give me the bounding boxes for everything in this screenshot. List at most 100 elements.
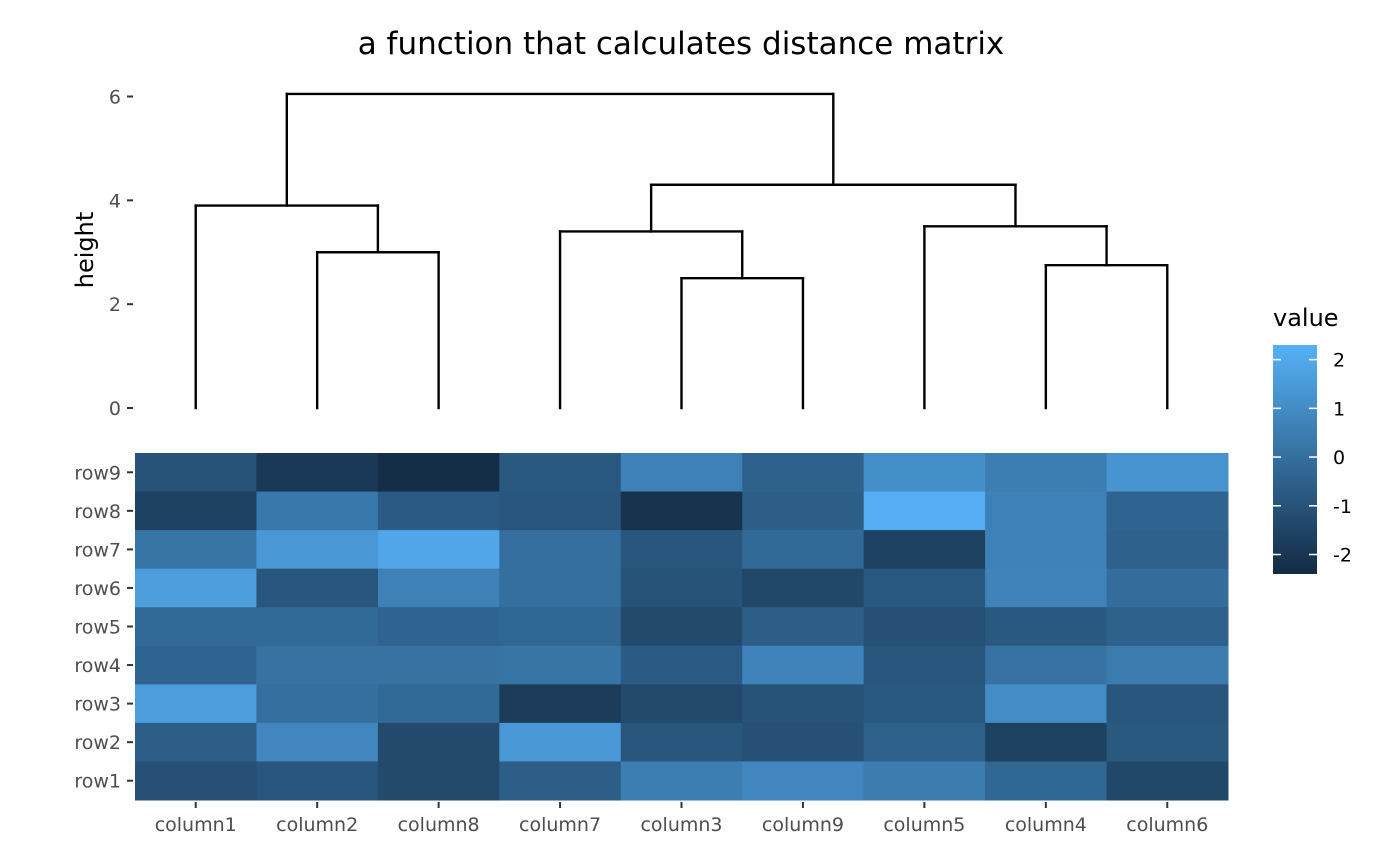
row-label: row3: [74, 694, 121, 716]
heatmap-cell: [985, 453, 1108, 493]
heatmap-cell: [620, 530, 743, 570]
heatmap-cell: [620, 722, 743, 762]
heatmap-cell: [742, 491, 865, 531]
heatmap-cell: [377, 568, 500, 608]
heatmap-cell: [742, 453, 865, 493]
y-axis-title: height: [71, 212, 99, 289]
heatmap-cell: [742, 722, 865, 762]
chart-title: a function that calculates distance matr…: [358, 26, 1005, 62]
heatmap-cell: [742, 645, 865, 685]
row-label: row8: [74, 501, 121, 523]
heatmap-cell: [863, 684, 986, 724]
heatmap-cell: [135, 722, 257, 762]
heatmap-cell: [985, 761, 1108, 801]
row-label: row2: [74, 732, 121, 754]
heatmap-cell: [256, 530, 379, 570]
row-label: row9: [74, 462, 121, 484]
heatmap-cell: [499, 568, 622, 608]
heatmap-cell: [863, 607, 986, 647]
heatmap-cell: [863, 530, 986, 570]
heatmap-cell: [1106, 530, 1229, 570]
heatmap-cell: [985, 530, 1108, 570]
row-label: row4: [74, 655, 121, 677]
row-label: row5: [74, 617, 121, 639]
legend-color-bar: [1273, 345, 1317, 574]
heatmap-cell: [256, 607, 379, 647]
heatmap-cell: [620, 761, 743, 801]
column-label: column2: [276, 814, 358, 836]
heatmap-cell: [135, 761, 257, 801]
heatmap-cell: [256, 491, 379, 531]
heatmap-cell: [985, 568, 1108, 608]
row-label: row1: [74, 771, 121, 793]
heatmap-cell: [377, 684, 500, 724]
heatmap-cell: [499, 722, 622, 762]
heatmap-cell: [620, 645, 743, 685]
heatmap-cell: [742, 761, 865, 801]
legend-tick-label: 0: [1333, 447, 1345, 469]
heatmap-cell: [863, 761, 986, 801]
row-label: row6: [74, 578, 121, 600]
heatmap-cell: [1106, 645, 1229, 685]
heatmap-cell: [620, 568, 743, 608]
column-label: column3: [640, 814, 722, 836]
legend-tick-label: -1: [1333, 496, 1352, 518]
heatmap-cell: [135, 491, 257, 531]
heatmap-cell: [985, 645, 1108, 685]
heatmap-cell: [135, 684, 257, 724]
y-tick-label: 6: [109, 87, 121, 109]
heatmap-cell: [135, 530, 257, 570]
heatmap-cell: [742, 568, 865, 608]
column-label: column1: [155, 814, 237, 836]
heatmap-cell: [863, 722, 986, 762]
y-tick-label: 2: [109, 294, 121, 316]
heatmap: [135, 453, 1229, 801]
heatmap-cell: [135, 645, 257, 685]
heatmap-cell: [742, 607, 865, 647]
heatmap-cell: [256, 453, 379, 493]
legend-tick-label: 2: [1333, 350, 1345, 372]
heatmap-cell: [863, 491, 986, 531]
heatmap-cell: [620, 684, 743, 724]
heatmap-cell: [499, 645, 622, 685]
heatmap-cell: [135, 607, 257, 647]
heatmap-cell: [985, 722, 1108, 762]
y-tick-label: 0: [109, 398, 121, 420]
heatmap-cell: [256, 722, 379, 762]
heatmap-cell: [863, 568, 986, 608]
legend-tick-label: -2: [1333, 545, 1352, 567]
heatmap-cell: [377, 761, 500, 801]
heatmap-cell: [256, 684, 379, 724]
heatmap-cell: [377, 645, 500, 685]
heatmap-cell: [135, 568, 257, 608]
heatmap-cell: [863, 453, 986, 493]
heatmap-column-axis: column1 column2 column8 column7 column3 colum…: [155, 802, 1208, 836]
dendrogram-y-axis: 0 2 4 6: [109, 87, 133, 420]
heatmap-cell: [1106, 607, 1229, 647]
heatmap-cell: [1106, 568, 1229, 608]
heatmap-cell: [377, 530, 500, 570]
heatmap-cell: [499, 761, 622, 801]
legend-tick-label: 1: [1333, 398, 1345, 420]
heatmap-cell: [499, 453, 622, 493]
heatmap-cell: [620, 491, 743, 531]
heatmap-cell: [985, 684, 1108, 724]
heatmap-cell: [620, 453, 743, 493]
y-tick-label: 4: [109, 190, 121, 212]
column-label: column6: [1126, 814, 1208, 836]
heatmap-cell: [499, 607, 622, 647]
heatmap-cell: [135, 453, 257, 493]
heatmap-cell: [499, 684, 622, 724]
heatmap-cell: [377, 491, 500, 531]
heatmap-cell: [742, 684, 865, 724]
column-label: column7: [519, 814, 601, 836]
heatmap-cell: [742, 530, 865, 570]
heatmap-cell: [1106, 491, 1229, 531]
heatmap-cell: [985, 491, 1108, 531]
heatmap-cell: [985, 607, 1108, 647]
row-label: row7: [74, 539, 121, 561]
legend-title: value: [1273, 304, 1339, 332]
heatmap-cell: [1106, 453, 1229, 493]
heatmap-cell: [1106, 761, 1229, 801]
heatmap-cell: [377, 722, 500, 762]
